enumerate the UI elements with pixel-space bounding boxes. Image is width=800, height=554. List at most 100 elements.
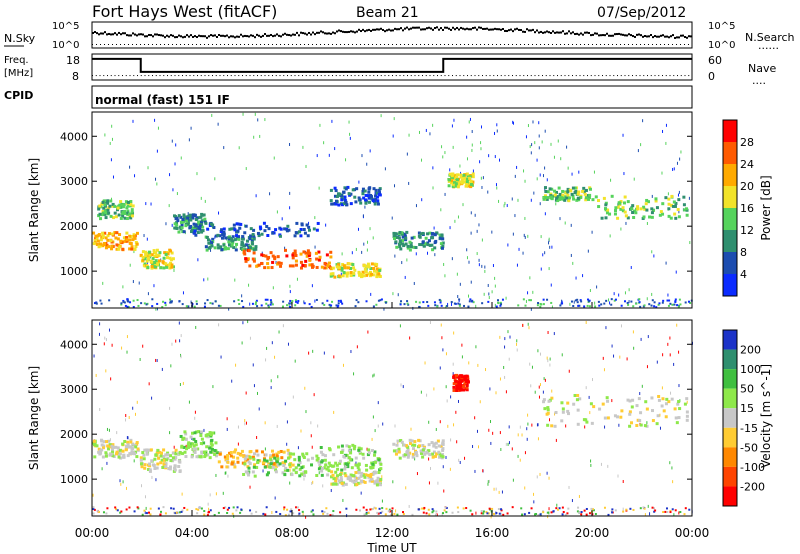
scatter-cell bbox=[424, 361, 426, 365]
scatter-cell bbox=[278, 330, 280, 334]
ground-cell bbox=[594, 513, 597, 516]
ground-cell bbox=[662, 511, 665, 514]
heatmap-cell bbox=[162, 463, 166, 467]
heatmap-cell bbox=[134, 245, 138, 249]
heatmap-cell bbox=[584, 188, 588, 192]
heatmap-cell bbox=[567, 412, 571, 416]
nsky-point bbox=[394, 27, 396, 30]
heatmap-cell bbox=[466, 377, 470, 381]
nave-legend-dots: .... bbox=[752, 74, 766, 87]
ground-cell bbox=[328, 303, 331, 306]
scatter-cell bbox=[397, 441, 399, 445]
heatmap-cell bbox=[155, 466, 159, 470]
heatmap-cell bbox=[266, 233, 270, 237]
nave-point bbox=[647, 75, 648, 77]
scatter-cell bbox=[172, 188, 174, 192]
heatmap-cell bbox=[153, 263, 157, 267]
scatter-cell bbox=[144, 495, 146, 499]
heatmap-cell bbox=[357, 463, 361, 467]
heatmap-cell bbox=[209, 439, 213, 443]
scatter-cell bbox=[165, 222, 167, 226]
heatmap-cell bbox=[286, 448, 290, 452]
power-scale-tick: 28 bbox=[740, 136, 754, 149]
heatmap-cell bbox=[118, 203, 122, 207]
scatter-cell bbox=[244, 422, 246, 426]
scatter-cell bbox=[269, 192, 271, 196]
scatter-cell bbox=[432, 166, 434, 170]
heatmap-cell bbox=[159, 461, 163, 465]
heatmap-cell bbox=[246, 465, 250, 469]
heatmap-cell bbox=[229, 451, 233, 455]
heatmap-cell bbox=[173, 466, 177, 470]
ground-cell bbox=[297, 514, 300, 517]
nsky-point bbox=[644, 35, 646, 38]
heatmap-cell bbox=[100, 202, 104, 206]
nsky-point bbox=[216, 35, 218, 38]
scatter-cell bbox=[426, 393, 428, 397]
heatmap-cell bbox=[434, 454, 438, 458]
scatter-cell bbox=[492, 431, 494, 435]
heatmap-cell bbox=[401, 242, 405, 246]
heatmap-cell bbox=[361, 270, 365, 274]
heatmap-cell bbox=[134, 450, 138, 454]
nave-point bbox=[523, 75, 525, 77]
heatmap-cell bbox=[256, 460, 260, 464]
scatter-cell bbox=[528, 326, 530, 330]
heatmap-cell bbox=[600, 216, 604, 220]
nsearch-point bbox=[640, 44, 641, 45]
nsearch-point bbox=[96, 44, 97, 45]
heatmap-cell bbox=[339, 194, 343, 198]
heatmap-cell bbox=[96, 239, 100, 243]
scatter-cell bbox=[516, 165, 518, 169]
scatter-cell bbox=[134, 174, 136, 178]
heatmap-cell bbox=[300, 472, 304, 476]
nave-point bbox=[433, 75, 435, 77]
nsearch-point bbox=[596, 44, 597, 45]
nsky-point bbox=[462, 27, 464, 30]
nave-point bbox=[178, 75, 180, 77]
nave-point bbox=[170, 75, 172, 77]
heatmap-cell bbox=[251, 242, 255, 246]
scatter-cell bbox=[622, 479, 624, 483]
heatmap-cell bbox=[334, 478, 338, 482]
nsky-point bbox=[546, 30, 548, 33]
heatmap-cell bbox=[623, 195, 627, 199]
ground-cell bbox=[570, 300, 573, 303]
heatmap-cell bbox=[193, 431, 197, 435]
nsky-point bbox=[354, 31, 356, 34]
heatmap-cell bbox=[349, 271, 353, 275]
heatmap-cell bbox=[139, 458, 143, 462]
heatmap-cell bbox=[200, 221, 204, 225]
ground-cell bbox=[418, 301, 421, 304]
heatmap-cell bbox=[215, 451, 219, 455]
heatmap-cell bbox=[360, 480, 364, 484]
heatmap-cell bbox=[364, 201, 368, 205]
heatmap-cell bbox=[235, 234, 239, 238]
ground-cell bbox=[365, 300, 368, 303]
heatmap-cell bbox=[101, 446, 105, 450]
heatmap-cell bbox=[164, 253, 168, 257]
heatmap-cell bbox=[430, 232, 434, 236]
scatter-cell bbox=[665, 123, 667, 127]
nsky-point bbox=[244, 34, 246, 37]
heatmap-cell bbox=[196, 231, 200, 235]
heatmap-cell bbox=[430, 243, 434, 247]
scatter-cell bbox=[620, 324, 622, 328]
heatmap-cell bbox=[418, 444, 422, 448]
scatter-cell bbox=[217, 122, 219, 126]
heatmap-cell bbox=[153, 254, 157, 258]
scatter-cell bbox=[190, 126, 192, 130]
nave-point bbox=[384, 75, 386, 77]
nsky-point bbox=[196, 36, 198, 39]
heatmap-cell bbox=[456, 173, 460, 177]
heatmap-cell bbox=[267, 462, 271, 466]
heatmap-cell bbox=[353, 195, 357, 199]
ground-cell bbox=[469, 509, 472, 512]
heatmap-cell bbox=[109, 199, 113, 203]
scatter-cell bbox=[470, 211, 472, 215]
heatmap-cell bbox=[301, 263, 305, 267]
nsky-point bbox=[498, 28, 500, 31]
scatter-cell bbox=[512, 478, 514, 482]
scatter-cell bbox=[394, 424, 396, 428]
ground-cell bbox=[456, 506, 459, 509]
